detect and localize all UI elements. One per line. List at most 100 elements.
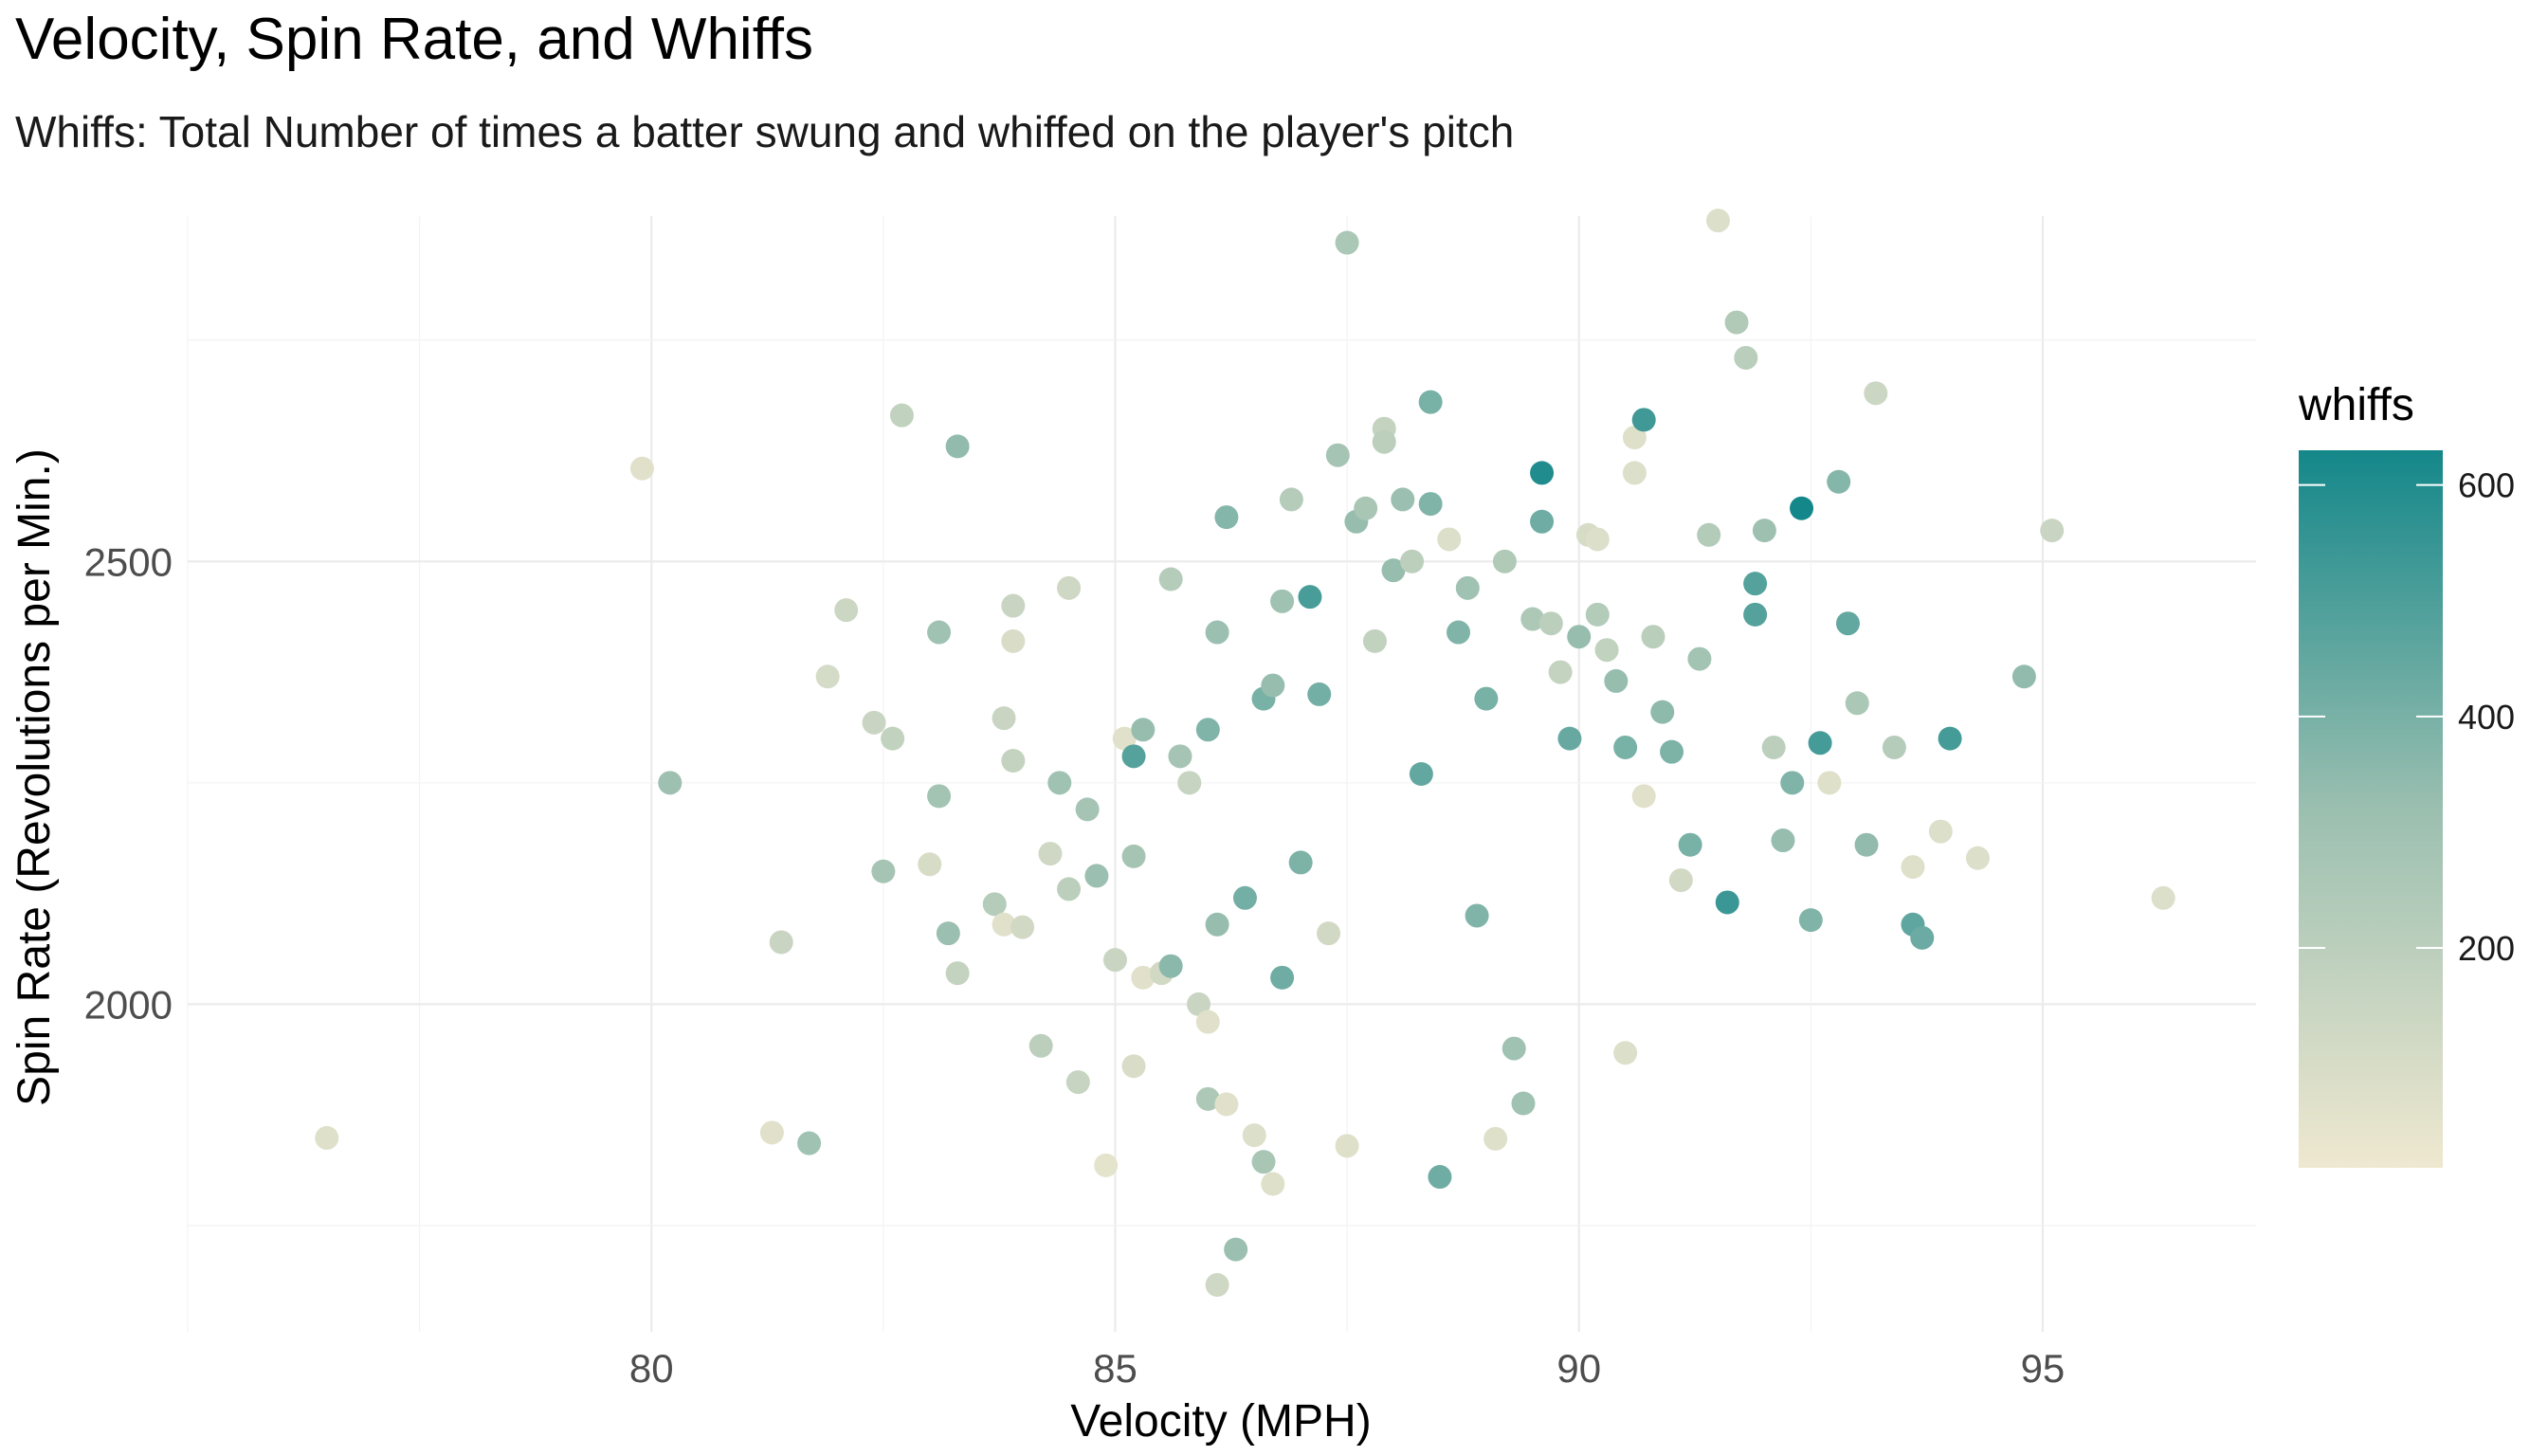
scatter-point (2151, 885, 2175, 910)
scatter-point (1724, 310, 1749, 335)
scatter-point (1354, 496, 1378, 520)
scatter-point (927, 784, 952, 809)
legend-tick-label: 200 (2458, 929, 2515, 968)
scatter-point (1038, 842, 1063, 866)
scatter-point (982, 892, 1007, 917)
scatter-point (759, 1120, 784, 1145)
scatter-point (1613, 735, 1638, 759)
scatter-point (1864, 381, 1888, 406)
scatter-point (1121, 1054, 1146, 1079)
scatter-point (1205, 912, 1229, 937)
scatter-point (945, 434, 970, 459)
scatter-point (658, 771, 682, 795)
scatter-point (797, 1131, 822, 1156)
scatter-point (1168, 744, 1192, 769)
scatter-point (1205, 1272, 1229, 1297)
scatter-point (1622, 426, 1647, 450)
scatter-point (1465, 903, 1489, 928)
legend-title: whiffs (2298, 380, 2414, 430)
scatter-point (315, 1125, 339, 1150)
scatter-point (1195, 1010, 1220, 1034)
scatter-point (1965, 846, 1990, 870)
scatter-point (1224, 1237, 1248, 1262)
scatter-point (1447, 620, 1471, 645)
scatter-point (1251, 1150, 1276, 1174)
scatter-point (936, 921, 960, 946)
scatter-point (889, 403, 914, 428)
scatter-point (1705, 209, 1730, 233)
scatter-point (1288, 850, 1313, 875)
scatter-point (1195, 718, 1220, 742)
x-tick-label: 90 (1556, 1346, 1601, 1391)
scatter-point (1131, 965, 1156, 990)
scatter-point (1001, 748, 1026, 773)
x-tick-label: 85 (1093, 1346, 1138, 1391)
scatter-point (1854, 832, 1879, 857)
scatter-point (1261, 673, 1285, 698)
scatter-point (1057, 575, 1082, 600)
scatter-point (1604, 668, 1629, 693)
scatter-point (1827, 469, 1851, 494)
scatter-point (1400, 549, 1425, 573)
legend-colorbar (2299, 450, 2443, 1168)
scatter-point (1205, 620, 1229, 645)
scatter-point (1084, 864, 1109, 888)
scatter-point (1715, 890, 1739, 915)
scatter-point (1094, 1153, 1119, 1177)
scatter-point (1131, 718, 1156, 742)
scatter-point (1910, 925, 1935, 950)
scatter-point (1511, 1091, 1536, 1116)
scatter-point (1743, 602, 1768, 627)
scatter-point (881, 726, 905, 751)
scatter-point (1047, 771, 1072, 795)
x-tick-label: 80 (629, 1346, 674, 1391)
scatter-point (1428, 1165, 1452, 1190)
scatter-point (1548, 660, 1573, 684)
scatter-point (1455, 575, 1480, 600)
scatter-point (945, 961, 970, 986)
scatter-point (862, 710, 886, 735)
scatter-point (1687, 646, 1712, 671)
scatter-point (1567, 625, 1592, 649)
scatter-point (1437, 527, 1462, 552)
scatter-point (871, 859, 896, 883)
scatter-points (315, 209, 2175, 1297)
y-tick-label: 2500 (84, 539, 173, 584)
scatter-point (1780, 771, 1805, 795)
scatter-point (1622, 461, 1647, 485)
scatter-point (1010, 915, 1035, 939)
scatter-point (1335, 1134, 1359, 1158)
scatter-point (1028, 1033, 1053, 1058)
scatter-point (1557, 726, 1582, 751)
scatter-point (815, 664, 840, 689)
scatter-point (1418, 492, 1443, 517)
scatter-point (1483, 1126, 1508, 1151)
scatter-point (1882, 735, 1906, 759)
scatter-point (1660, 739, 1684, 764)
scatter-point (1242, 1123, 1266, 1148)
scatter-point (1317, 921, 1341, 946)
scatter-point (1752, 519, 1776, 543)
scatter-point (1771, 828, 1795, 853)
scatter-point (1075, 797, 1100, 822)
scatter-point (1761, 735, 1786, 759)
x-tick-label: 95 (2021, 1346, 2066, 1391)
scatter-point (1335, 230, 1359, 255)
scatter-point (1112, 726, 1137, 751)
scatter-point (1158, 954, 1183, 978)
scatter-point (927, 620, 952, 645)
scatter-point (1641, 625, 1665, 649)
scatter-point (1298, 585, 1322, 610)
plot-grid (187, 216, 2256, 1332)
scatter-point (1214, 505, 1239, 530)
scatter-point (1158, 567, 1183, 592)
scatter-point (918, 852, 942, 877)
y-axis-title: Spin Rate (Revolutions per Min.) (9, 448, 60, 1106)
scatter-point (1270, 589, 1295, 613)
scatter-point (1102, 948, 1127, 973)
chart-subtitle: Whiffs: Total Number of times a batter s… (15, 107, 1514, 156)
scatter-point (1381, 558, 1406, 583)
scatter-point (1585, 602, 1610, 627)
scatter-point (1678, 832, 1702, 857)
